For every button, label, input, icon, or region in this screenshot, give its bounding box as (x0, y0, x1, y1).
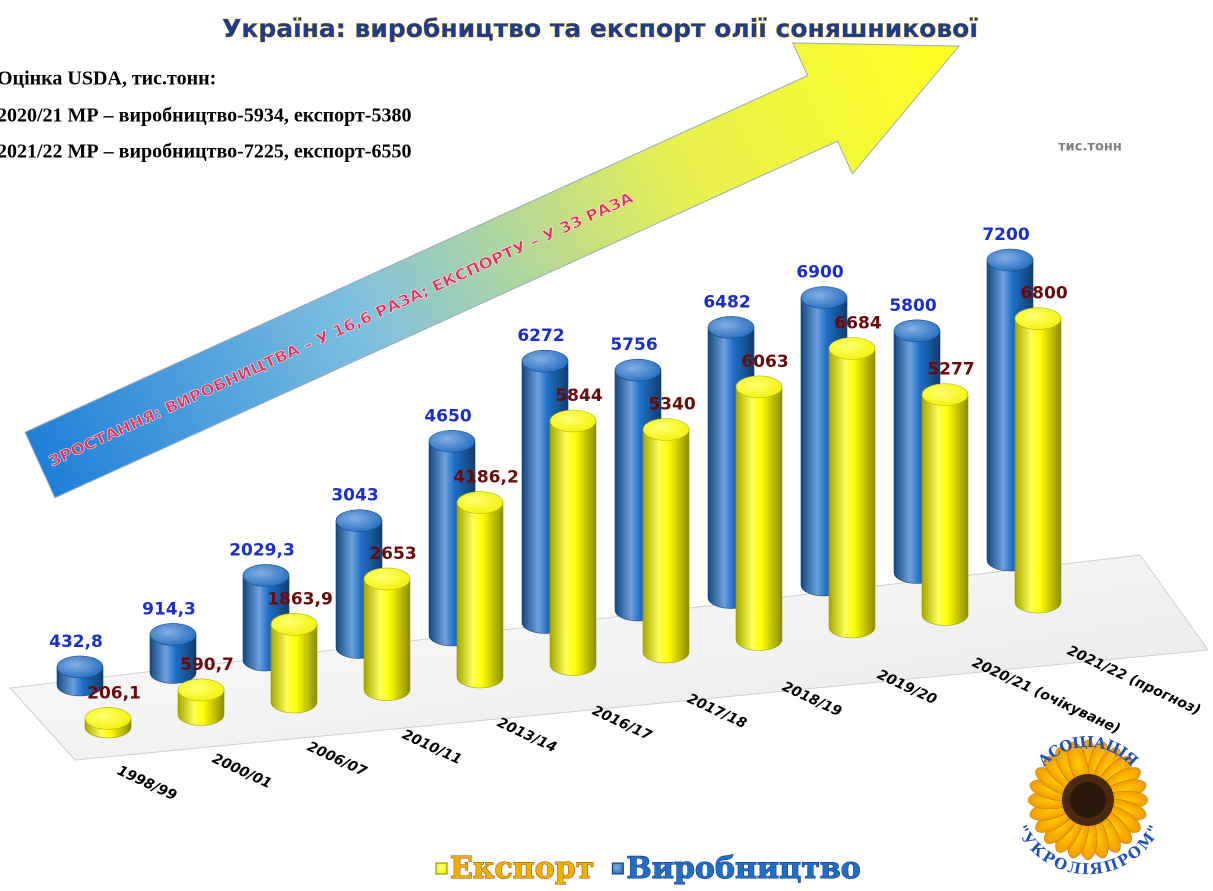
legend: Експорт Виробництво (435, 851, 861, 887)
value-label: 3043 (331, 486, 378, 506)
value-label: 6900 (796, 263, 843, 283)
chart-title: Україна: виробництво та експорт олії сон… (222, 14, 978, 43)
bar (363, 578, 411, 701)
bar-cap (177, 678, 225, 702)
x-tick-label: 2010/11 (400, 727, 464, 768)
value-label: 5800 (889, 296, 936, 316)
bar (149, 634, 197, 684)
value-label: 206,1 (87, 683, 141, 703)
bar-cap (270, 613, 318, 636)
bar-cap (893, 319, 941, 343)
bar (270, 624, 318, 714)
bar-cap (614, 358, 662, 382)
value-label: 5844 (555, 386, 602, 406)
value-label: 4186,2 (453, 468, 519, 488)
bar-cap (84, 707, 132, 730)
bar (642, 429, 690, 664)
value-label: 914,3 (142, 599, 196, 619)
logo-flower (1027, 739, 1149, 861)
bar-cap (642, 418, 690, 441)
value-label: 6684 (834, 314, 881, 334)
bar (1014, 318, 1062, 614)
bar-cap (1014, 307, 1062, 330)
bar-cap (549, 409, 597, 433)
value-label: 4650 (424, 406, 471, 426)
x-tick-label: 2000/01 (210, 751, 274, 792)
bar (828, 348, 876, 639)
legend-label: Виробництво (626, 851, 860, 886)
bar (921, 394, 969, 626)
value-label: 5340 (648, 395, 695, 415)
logo: АСОЦІАЦІЯ "УКРОЛІЯПРОМ" (1013, 733, 1164, 879)
bar (735, 386, 783, 651)
value-label: 5277 (927, 360, 974, 380)
note: Оцінка USDA, тис.тонн: (0, 68, 216, 90)
x-tick-label: 2016/17 (590, 703, 655, 744)
logo-center-inner (1070, 782, 1106, 818)
bar-cap (456, 491, 504, 514)
value-label: 2029,3 (229, 540, 295, 560)
bar-cap (735, 375, 783, 399)
bar-cap (56, 655, 104, 679)
value-label: 1863,9 (267, 589, 333, 609)
legend-label: Експорт (450, 851, 594, 886)
value-label: 7200 (982, 225, 1029, 245)
bar-cap (707, 316, 755, 339)
value-label: 6800 (1020, 284, 1067, 304)
bar-cap (363, 567, 411, 591)
x-tick-label: 2013/14 (495, 715, 559, 756)
bar-cap (521, 349, 569, 373)
unit-label: тис.тонн (1058, 140, 1122, 155)
bar-cap (800, 286, 848, 309)
legend-marker (611, 862, 624, 875)
bar-cap (986, 248, 1034, 272)
value-label: 6482 (703, 292, 750, 312)
plot-area: 432,8 206,1 914,3 590,7 2029,3 1863,9 3043 2653… (49, 225, 1068, 739)
value-label: 5756 (610, 335, 657, 355)
value-label: 2653 (369, 544, 416, 564)
arrow-shape (24, 42, 961, 499)
note: 2020/21 МР – виробництво-5934, експорт-5… (0, 105, 411, 127)
value-label: 432,8 (49, 632, 103, 652)
x-tick-label: 2006/07 (305, 739, 370, 780)
bar-cap (149, 623, 197, 646)
note: 2021/22 МР – виробництво-7225, експорт-6… (0, 141, 411, 163)
bar-cap (428, 429, 476, 453)
bar (549, 420, 597, 676)
bar-cap (335, 509, 383, 533)
bar-cap (242, 564, 290, 587)
x-tick-label: 1998/99 (115, 763, 180, 804)
value-label: 6063 (741, 352, 788, 372)
bar-cap (828, 337, 876, 360)
bar-cap (921, 383, 969, 406)
value-label: 590,7 (180, 655, 234, 675)
bar (456, 502, 504, 689)
value-label: 6272 (517, 326, 564, 346)
legend-marker (435, 862, 448, 875)
